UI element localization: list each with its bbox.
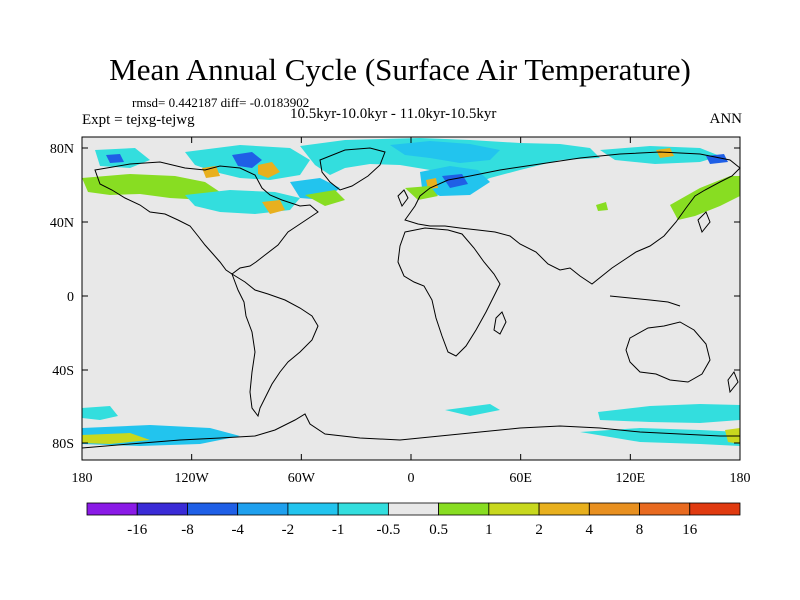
colorbar-swatch (337, 502, 389, 516)
coast-europe-asia (404, 151, 741, 285)
anomaly-cool-southern-west (82, 406, 118, 420)
y-tick-label: 0 (67, 290, 74, 305)
coast-japan (697, 211, 711, 234)
colorbar-label: -16 (127, 522, 147, 538)
coast-central-south-america (231, 272, 319, 418)
anomaly-warm-greatlakes (262, 200, 285, 214)
anomaly-cool-arctic-inner (390, 141, 500, 163)
coast-new-zealand (727, 370, 739, 394)
colorbar-swatch (488, 502, 540, 516)
map-area (81, 136, 741, 461)
colorbar-swatch (689, 502, 741, 516)
y-tick-label: 80N (50, 142, 74, 157)
anomaly-cool-alaska (95, 148, 150, 168)
colorbar-swatch (187, 502, 239, 516)
x-tick-label: 0 (408, 471, 415, 486)
season-label: ANN (709, 111, 743, 127)
axis-ticks (81, 137, 741, 460)
colorbar-label: -8 (181, 522, 194, 538)
colorbar-label: -0.5 (377, 522, 401, 538)
colorbar-swatch (438, 502, 490, 516)
colorbar-swatch (287, 502, 339, 516)
x-tick-label: 60E (509, 471, 532, 486)
anomaly-warm-siberia (656, 148, 674, 158)
anomaly-warm-canada-2 (202, 166, 220, 178)
rmsd-diff-stats: rmsd= 0.442187 diff= -0.0183902 (132, 95, 310, 110)
y-tick-label: 80S (52, 437, 74, 452)
anomaly-warm-europe (405, 186, 438, 200)
anomaly-warm-siberia-2 (596, 202, 608, 211)
anomaly-warm-northamerica (82, 174, 220, 200)
anomaly-patches (82, 138, 740, 446)
coast-antarctica (81, 413, 740, 449)
coast-indonesia (609, 295, 681, 307)
colorbar-swatch (237, 502, 289, 516)
anomaly-cool-antarctic-east (580, 428, 740, 446)
colorbar-swatch (387, 502, 440, 516)
coastlines (81, 147, 741, 449)
colorbar-swatch (639, 502, 691, 516)
colorbar-label: 2 (535, 522, 543, 538)
anomaly-cool-canada-deep (232, 152, 262, 168)
colorbar-labels: -16 -8 -4 -2 -1 -0.5 0.5 1 2 4 8 16 (127, 522, 698, 538)
x-tick-label: 120E (616, 471, 646, 486)
colorbar-label: 0.5 (429, 522, 448, 538)
coast-madagascar (493, 311, 507, 335)
x-tick-label: 180 (72, 471, 93, 486)
colorbar-swatch (588, 502, 640, 516)
colorbar-label: 1 (485, 522, 493, 538)
colorbar-label: 16 (682, 522, 698, 538)
y-axis-labels: 80N 40N 0 40S 80S (50, 142, 74, 452)
x-axis-labels: 180 120W 60W 0 60E 120E 180 (72, 471, 751, 486)
y-tick-label: 40N (50, 216, 74, 231)
colorbar-label: -1 (332, 522, 345, 538)
experiment-label: Expt = tejxg-tejwg (82, 112, 195, 128)
coast-australia (625, 321, 711, 383)
coast-greenland (319, 147, 386, 191)
anomaly-cool-alaska-deep (106, 154, 124, 163)
plot-title: Mean Annual Cycle (Surface Air Temperatu… (109, 52, 691, 87)
x-tick-label: 60W (288, 471, 316, 486)
anomaly-warm-eastasia (670, 176, 740, 220)
anomaly-warm-canada (258, 162, 280, 178)
colorbar-swatch (136, 502, 188, 516)
coast-british-isles (397, 189, 409, 208)
colorbar-swatch (538, 502, 590, 516)
y-tick-label: 40S (52, 364, 74, 379)
coast-north-america (94, 161, 319, 275)
colorbar-label: 8 (636, 522, 644, 538)
colorbar-label: 4 (586, 522, 594, 538)
anomaly-cool-arctic (300, 138, 600, 186)
anomaly-warm-labrador (305, 190, 345, 206)
coast-africa (397, 227, 501, 357)
colorbar-swatch (86, 502, 138, 516)
colorbar-label: -2 (282, 522, 295, 538)
x-tick-label: 120W (175, 471, 210, 486)
x-tick-label: 180 (730, 471, 751, 486)
anomaly-cool-southern-east (598, 404, 740, 423)
period-label: 10.5kyr-10.0kyr - 11.0kyr-10.5kyr (290, 106, 497, 122)
colorbar-label: -4 (231, 522, 244, 538)
anomaly-warm-antarctic-west (82, 433, 150, 444)
colorbar (86, 502, 741, 516)
anomaly-cool-southern-mid (445, 404, 500, 416)
